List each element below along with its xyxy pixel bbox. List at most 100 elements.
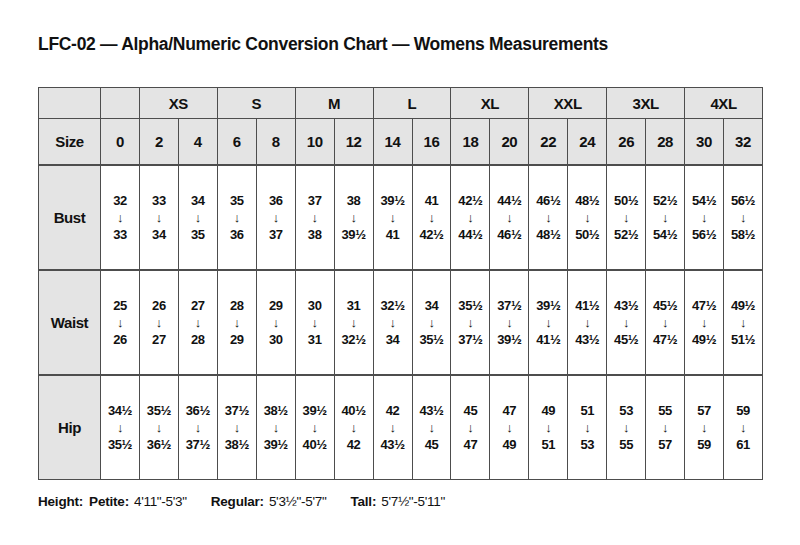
down-arrow-icon: ↓ <box>101 314 139 331</box>
range-to: 52½ <box>607 226 645 243</box>
range-from: 34 <box>179 192 217 209</box>
range-cell: 30↓31 <box>295 270 334 375</box>
range-to: 51 <box>529 436 567 453</box>
range-cell: 43½↓45½ <box>607 270 646 375</box>
numeric-size-cell: 22 <box>529 119 568 166</box>
down-arrow-icon: ↓ <box>724 209 762 226</box>
range-from: 59 <box>724 402 762 419</box>
range-cell: 56½↓58½ <box>724 165 763 270</box>
down-arrow-icon: ↓ <box>685 314 723 331</box>
range-from: 32 <box>101 192 139 209</box>
range-to: 34 <box>140 226 178 243</box>
range-from: 43½ <box>413 402 451 419</box>
range-from: 53 <box>607 402 645 419</box>
numeric-size-cell: 28 <box>646 119 685 166</box>
range-cell: 34½↓35½ <box>101 375 140 480</box>
down-arrow-icon: ↓ <box>607 209 645 226</box>
height-item-range: 5'7½"-5'11" <box>381 494 445 509</box>
range-cell: 38½↓39½ <box>256 375 295 480</box>
range-cell: 55↓57 <box>646 375 685 480</box>
range-from: 37½ <box>218 402 256 419</box>
down-arrow-icon: ↓ <box>451 419 489 436</box>
range-from: 39½ <box>529 297 567 314</box>
range-to: 36 <box>218 226 256 243</box>
range-to: 47½ <box>646 331 684 348</box>
range-from: 54½ <box>685 192 723 209</box>
range-to: 28 <box>179 331 217 348</box>
range-from: 30 <box>296 297 334 314</box>
range-from: 47 <box>490 402 528 419</box>
range-cell: 41½↓43½ <box>568 270 607 375</box>
range-cell: 59↓61 <box>724 375 763 480</box>
range-to: 50½ <box>568 226 606 243</box>
down-arrow-icon: ↓ <box>490 209 528 226</box>
range-cell: 36↓37 <box>256 165 295 270</box>
range-to: 61 <box>724 436 762 453</box>
range-to: 49 <box>490 436 528 453</box>
range-cell: 26↓27 <box>139 270 178 375</box>
range-from: 34 <box>413 297 451 314</box>
down-arrow-icon: ↓ <box>296 419 334 436</box>
range-from: 38 <box>335 192 373 209</box>
range-from: 39½ <box>374 192 412 209</box>
range-from: 57 <box>685 402 723 419</box>
range-from: 49 <box>529 402 567 419</box>
height-item: Regular:5'3½"-5'7" <box>211 494 327 509</box>
range-from: 45½ <box>646 297 684 314</box>
range-to: 35½ <box>413 331 451 348</box>
numeric-size-cell: 8 <box>256 119 295 166</box>
range-cell: 35½↓36½ <box>139 375 178 480</box>
range-from: 25 <box>101 297 139 314</box>
range-from: 51 <box>568 402 606 419</box>
down-arrow-icon: ↓ <box>218 314 256 331</box>
range-to: 38 <box>296 226 334 243</box>
range-from: 36½ <box>179 402 217 419</box>
down-arrow-icon: ↓ <box>413 419 451 436</box>
range-cell: 49↓51 <box>529 375 568 480</box>
height-item-range: 4'11"-5'3" <box>134 494 187 509</box>
range-cell: 42½↓44½ <box>451 165 490 270</box>
page-title: LFC-02 — Alpha/Numeric Conversion Chart … <box>38 34 608 55</box>
blank-cell <box>101 88 140 119</box>
range-from: 35½ <box>451 297 489 314</box>
down-arrow-icon: ↓ <box>374 209 412 226</box>
range-from: 28 <box>218 297 256 314</box>
range-from: 49½ <box>724 297 762 314</box>
range-to: 31 <box>296 331 334 348</box>
range-from: 40½ <box>335 402 373 419</box>
down-arrow-icon: ↓ <box>257 314 295 331</box>
range-cell: 57↓59 <box>685 375 724 480</box>
range-cell: 39½↓41½ <box>529 270 568 375</box>
range-from: 39½ <box>296 402 334 419</box>
range-to: 45 <box>413 436 451 453</box>
range-from: 41½ <box>568 297 606 314</box>
numeric-size-cell: 2 <box>139 119 178 166</box>
range-cell: 25↓26 <box>101 270 140 375</box>
range-to: 57 <box>646 436 684 453</box>
range-from: 50½ <box>607 192 645 209</box>
range-to: 53 <box>568 436 606 453</box>
range-cell: 47↓49 <box>490 375 529 480</box>
range-to: 37 <box>257 226 295 243</box>
range-cell: 53↓55 <box>607 375 646 480</box>
range-from: 37½ <box>490 297 528 314</box>
down-arrow-icon: ↓ <box>646 314 684 331</box>
range-from: 35 <box>218 192 256 209</box>
range-to: 51½ <box>724 331 762 348</box>
conversion-table: XSSMLXLXXL3XL4XLSize02468101214161820222… <box>38 87 763 480</box>
range-cell: 51↓53 <box>568 375 607 480</box>
range-cell: 49½↓51½ <box>724 270 763 375</box>
range-to: 43½ <box>374 436 412 453</box>
range-from: 26 <box>140 297 178 314</box>
numeric-size-cell: 30 <box>685 119 724 166</box>
down-arrow-icon: ↓ <box>490 314 528 331</box>
range-to: 46½ <box>490 226 528 243</box>
range-to: 37½ <box>179 436 217 453</box>
table-body: XSSMLXLXXL3XL4XLSize02468101214161820222… <box>39 88 763 480</box>
numeric-size-cell: 14 <box>373 119 412 166</box>
down-arrow-icon: ↓ <box>724 419 762 436</box>
height-item-label: Petite: <box>89 494 129 509</box>
range-from: 52½ <box>646 192 684 209</box>
range-to: 45½ <box>607 331 645 348</box>
down-arrow-icon: ↓ <box>335 314 373 331</box>
